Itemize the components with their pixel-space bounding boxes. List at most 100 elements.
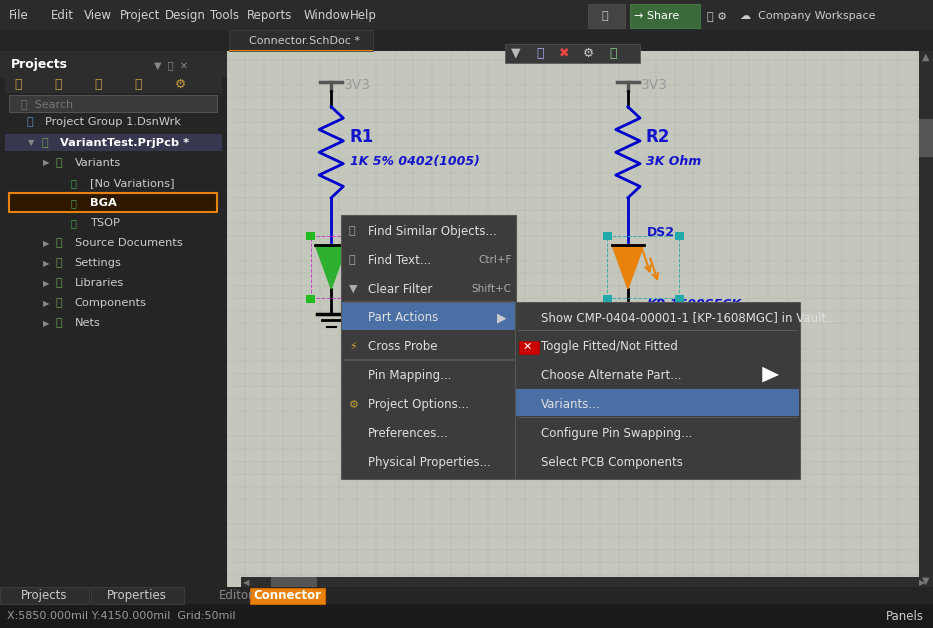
Text: ▶: ▶ bbox=[43, 299, 49, 308]
Bar bbox=[0, 51, 227, 587]
Text: Variants: Variants bbox=[75, 158, 121, 168]
Text: Shift+C: Shift+C bbox=[471, 284, 511, 294]
Text: Project Group 1.DsnWrk: Project Group 1.DsnWrk bbox=[45, 117, 181, 127]
Text: ⚙: ⚙ bbox=[583, 47, 594, 60]
Bar bbox=[250, 588, 325, 604]
Text: ⚡: ⚡ bbox=[349, 342, 356, 352]
Text: 🏠 ⚙: 🏠 ⚙ bbox=[707, 11, 728, 21]
Text: ▼: ▼ bbox=[511, 47, 521, 60]
Text: Projects: Projects bbox=[21, 589, 67, 602]
Text: 🔍: 🔍 bbox=[349, 226, 355, 236]
Text: Properties: Properties bbox=[107, 589, 167, 602]
Bar bbox=[9, 193, 217, 212]
Text: Connector: Connector bbox=[254, 589, 321, 602]
Text: 🔍: 🔍 bbox=[349, 255, 355, 265]
Bar bbox=[675, 232, 684, 240]
Text: 3V3: 3V3 bbox=[344, 78, 371, 92]
Bar bbox=[378, 295, 387, 303]
Bar bbox=[0, 587, 933, 604]
Bar bbox=[519, 340, 539, 354]
Text: ▼  ⬛  ✕: ▼ ⬛ ✕ bbox=[154, 60, 188, 70]
Text: VariantTest.PrjPcb *: VariantTest.PrjPcb * bbox=[60, 138, 188, 148]
Bar bbox=[0, 587, 89, 604]
Text: 🗂: 🗂 bbox=[26, 117, 33, 127]
Bar bbox=[919, 119, 933, 157]
Text: ⬛: ⬛ bbox=[71, 198, 77, 208]
Text: Toggle Fitted/Not Fitted: Toggle Fitted/Not Fitted bbox=[541, 340, 678, 354]
Text: Connector.SchDoc *: Connector.SchDoc * bbox=[249, 36, 360, 46]
Text: ▶: ▶ bbox=[43, 279, 49, 288]
Text: ▶: ▶ bbox=[43, 239, 49, 247]
Text: Ctrl+F: Ctrl+F bbox=[478, 255, 511, 265]
Text: Settings: Settings bbox=[75, 258, 121, 268]
Text: DS2: DS2 bbox=[647, 226, 675, 239]
Bar bbox=[515, 302, 800, 479]
Text: Show CMP-0404-00001-1 [KP-1608MGC] in Vault...: Show CMP-0404-00001-1 [KP-1608MGC] in Va… bbox=[541, 311, 838, 325]
Text: 📂: 📂 bbox=[94, 78, 102, 91]
Bar bbox=[227, 47, 933, 587]
Text: ▶: ▶ bbox=[43, 319, 49, 328]
Text: Find Text...: Find Text... bbox=[368, 254, 431, 267]
Text: 🔍  Search: 🔍 Search bbox=[21, 99, 73, 109]
Bar bbox=[919, 51, 933, 587]
Text: Libraries: Libraries bbox=[75, 278, 124, 288]
Text: 📁: 📁 bbox=[56, 298, 63, 308]
Text: 📋: 📋 bbox=[54, 78, 62, 91]
Bar bbox=[9, 95, 217, 112]
Text: Source Documents: Source Documents bbox=[75, 238, 182, 248]
Text: Choose Alternate Part...: Choose Alternate Part... bbox=[541, 369, 682, 382]
Bar bbox=[306, 232, 315, 240]
Text: Tools: Tools bbox=[210, 9, 239, 21]
Text: 📷: 📷 bbox=[602, 11, 608, 21]
Text: Pin Mapping...: Pin Mapping... bbox=[368, 369, 451, 382]
Text: Help: Help bbox=[350, 9, 377, 21]
Text: GC: GC bbox=[350, 298, 369, 311]
Text: ✖: ✖ bbox=[559, 47, 570, 60]
Text: View: View bbox=[84, 9, 112, 21]
Text: X:5850.000mil Y:4150.000mil  Grid:50mil: X:5850.000mil Y:4150.000mil Grid:50mil bbox=[7, 611, 235, 621]
Text: R2: R2 bbox=[646, 127, 670, 146]
Text: 📁: 📁 bbox=[56, 258, 63, 268]
Text: Projects: Projects bbox=[11, 58, 68, 71]
Text: Preferences...: Preferences... bbox=[368, 427, 448, 440]
Text: Configure Pin Swapping...: Configure Pin Swapping... bbox=[541, 427, 692, 440]
Text: 1K 5% 0402(1005): 1K 5% 0402(1005) bbox=[350, 155, 480, 168]
Text: DS1: DS1 bbox=[350, 226, 378, 239]
Text: ▶: ▶ bbox=[43, 259, 49, 268]
Bar bbox=[5, 75, 222, 93]
Bar bbox=[603, 295, 612, 303]
Bar bbox=[341, 215, 516, 479]
Text: 📁: 📁 bbox=[56, 158, 63, 168]
Bar bbox=[505, 44, 640, 63]
Text: ⬛: ⬛ bbox=[71, 178, 77, 188]
Text: R1: R1 bbox=[350, 127, 374, 146]
Text: Design: Design bbox=[165, 9, 206, 21]
Text: ▼: ▼ bbox=[922, 576, 929, 586]
Bar bbox=[603, 232, 612, 240]
Bar bbox=[630, 4, 700, 28]
Bar bbox=[229, 50, 373, 51]
Text: TSOP: TSOP bbox=[90, 218, 119, 228]
Text: ▶: ▶ bbox=[919, 578, 926, 587]
Text: 3K Ohm: 3K Ohm bbox=[646, 155, 701, 168]
Bar bbox=[271, 577, 317, 587]
Text: 🗃: 🗃 bbox=[41, 138, 48, 148]
Bar bbox=[516, 389, 799, 416]
Text: Physical Properties...: Physical Properties... bbox=[368, 456, 491, 469]
Text: [No Variations]: [No Variations] bbox=[90, 178, 174, 188]
Bar bbox=[0, 51, 227, 77]
Text: File: File bbox=[9, 9, 29, 21]
Text: 📁: 📁 bbox=[56, 238, 63, 248]
Text: Window: Window bbox=[303, 9, 350, 21]
Text: Components: Components bbox=[75, 298, 146, 308]
Bar bbox=[229, 30, 373, 51]
Text: ⚙: ⚙ bbox=[174, 78, 186, 91]
Text: ☁  Company Workspace: ☁ Company Workspace bbox=[740, 11, 875, 21]
Text: Reports: Reports bbox=[247, 9, 293, 21]
Text: Project Options...: Project Options... bbox=[368, 398, 468, 411]
Text: BGA: BGA bbox=[90, 198, 117, 208]
Bar bbox=[241, 577, 919, 587]
Text: 💾: 💾 bbox=[14, 78, 21, 91]
Bar bbox=[588, 4, 625, 28]
Text: Variants...: Variants... bbox=[541, 398, 601, 411]
